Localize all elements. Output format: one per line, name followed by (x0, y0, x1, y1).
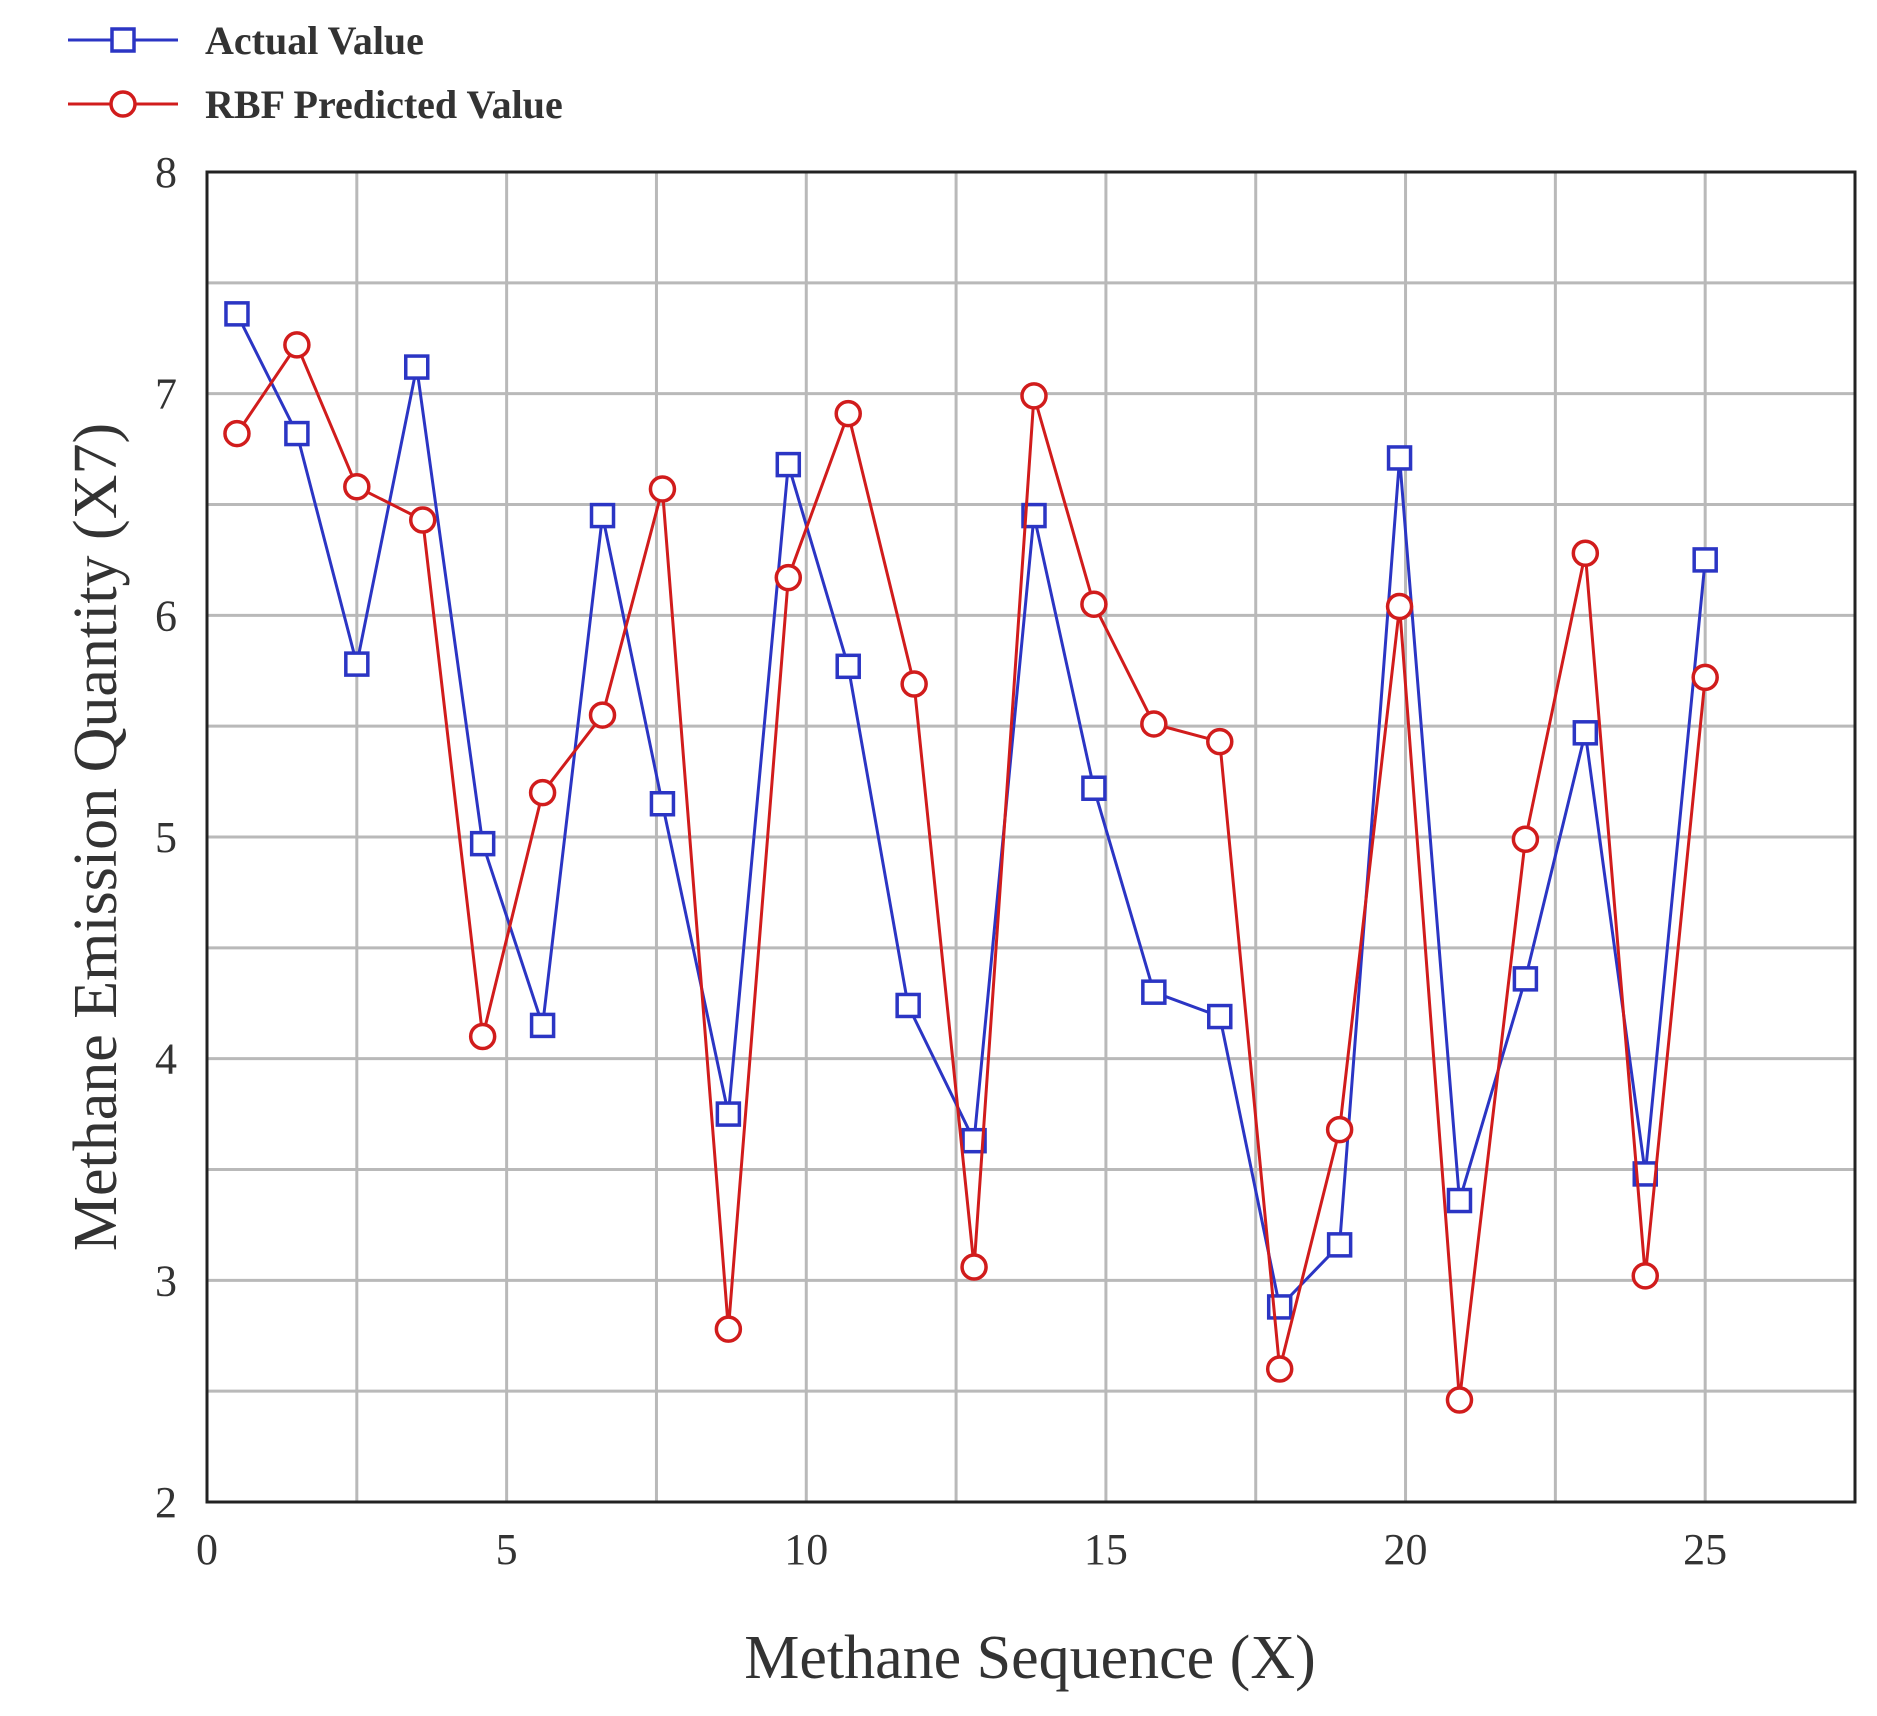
data-point (468, 1022, 497, 1051)
data-point (1206, 727, 1234, 756)
data-point (1207, 1003, 1233, 1030)
data-point (648, 475, 677, 503)
data-point (714, 1315, 743, 1343)
y-axis-title: Methane Emission Quantity (X7) (62, 423, 130, 1251)
data-point (1386, 445, 1413, 471)
y-tick-label: 8 (155, 148, 177, 197)
x-tick-label: 15 (1084, 1525, 1128, 1574)
data-point (224, 301, 250, 327)
data-point (1140, 710, 1168, 738)
series-actual-value (224, 301, 1718, 1320)
grid (207, 172, 1855, 1502)
x-tick-label: 10 (784, 1525, 828, 1574)
legend-entry: RBF Predicted Value (68, 82, 563, 127)
y-tick-label: 2 (155, 1478, 177, 1527)
y-tick-label: 3 (155, 1256, 177, 1305)
x-axis-title: Methane Sequence (X) (744, 1624, 1316, 1692)
series-layer (223, 301, 1719, 1414)
legend-marker (110, 27, 136, 53)
data-point (528, 778, 557, 807)
y-tick-label: 7 (155, 370, 177, 419)
data-point (529, 1012, 556, 1039)
data-point (1512, 966, 1539, 992)
data-point (1325, 1115, 1354, 1144)
data-point (469, 830, 496, 857)
data-point (774, 563, 803, 592)
data-point (1141, 979, 1167, 1005)
legend-label: RBF Predicted Value (205, 82, 563, 127)
data-point (1692, 547, 1718, 573)
y-tick-label: 5 (155, 813, 177, 862)
data-point (649, 791, 676, 817)
data-point (589, 502, 616, 529)
y-tick-label: 6 (155, 591, 177, 640)
series-rbf-predicted-value (223, 331, 1719, 1414)
plot-frame (205, 170, 1857, 1504)
data-point (1385, 592, 1414, 621)
data-point (344, 651, 370, 677)
legend-label: Actual Value (205, 18, 424, 63)
data-point (1691, 663, 1719, 692)
data-point (1446, 1187, 1473, 1214)
data-point (715, 1101, 742, 1127)
data-point (408, 506, 437, 534)
data-point (1020, 382, 1048, 410)
data-point (1021, 502, 1047, 529)
data-point (1511, 825, 1540, 853)
data-point (960, 1253, 988, 1281)
data-point (283, 331, 311, 359)
data-point (1265, 1355, 1294, 1383)
x-tick-label: 25 (1683, 1525, 1727, 1574)
data-point (588, 701, 617, 729)
legend-marker (109, 90, 137, 118)
x-tick-label: 0 (196, 1525, 218, 1574)
tick-labels: 0 5 10 15 20 25 2 3 4 5 6 7 8 (155, 148, 1727, 1574)
data-point (1571, 539, 1600, 568)
data-point (284, 420, 310, 447)
data-point (835, 653, 861, 680)
data-point (834, 399, 862, 428)
data-point (775, 451, 802, 478)
data-point (343, 473, 371, 501)
data-point (1572, 720, 1599, 746)
data-point (403, 354, 430, 380)
data-point (1081, 775, 1107, 801)
data-point (900, 670, 928, 698)
data-point (1445, 1386, 1474, 1414)
data-point (895, 992, 921, 1019)
x-tick-label: 5 (496, 1525, 518, 1574)
x-tick-label: 20 (1384, 1525, 1428, 1574)
data-point (961, 1127, 987, 1154)
y-tick-label: 4 (155, 1035, 177, 1084)
data-point (1631, 1262, 1660, 1290)
legend-entry: Actual Value (68, 18, 424, 63)
data-point (1080, 590, 1108, 618)
data-point (223, 419, 251, 448)
data-point (1326, 1232, 1353, 1258)
legend: Actual Value RBF Predicted Value (68, 18, 563, 127)
